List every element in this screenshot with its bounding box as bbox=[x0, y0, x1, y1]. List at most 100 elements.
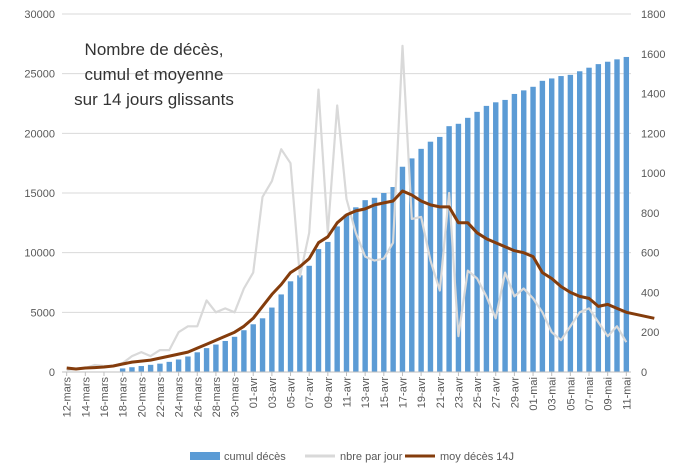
x-tick-13: 07-avr bbox=[304, 377, 316, 409]
bar-cumul-34 bbox=[381, 193, 387, 372]
legend-label-moy: moy décès 14J bbox=[440, 451, 514, 463]
bar-cumul-33 bbox=[371, 197, 378, 372]
right-tick-5: 1000 bbox=[641, 168, 665, 180]
bar-cumul-25 bbox=[297, 275, 303, 372]
x-tick-12: 05-avr bbox=[286, 377, 298, 409]
x-tick-27: 05-mai bbox=[565, 377, 577, 411]
bar-cumul-51 bbox=[539, 80, 546, 373]
bar-cumul-7 bbox=[129, 367, 135, 372]
bar-cumul-58 bbox=[604, 61, 611, 372]
x-tick-26: 03-mai bbox=[547, 377, 559, 411]
chart-title: Nombre de décès, cumul et moyenne sur 14… bbox=[74, 40, 234, 109]
right-tick-0: 0 bbox=[641, 367, 647, 379]
bar-series-cumul bbox=[119, 56, 630, 373]
bar-cumul-17 bbox=[222, 340, 228, 372]
chart-title-line-3: sur 14 jours glissants bbox=[74, 90, 234, 109]
x-tick-14: 09-avr bbox=[323, 377, 335, 409]
x-axis-ticks: 12-mars 14-mars 16-mars 18-mars 20-mars 22-ma… bbox=[62, 372, 633, 418]
x-tick-8: 28-mars bbox=[211, 377, 223, 418]
bar-cumul-40 bbox=[437, 136, 443, 372]
left-tick-1: 5000 bbox=[31, 307, 55, 319]
x-tick-1: 14-mars bbox=[80, 377, 92, 418]
bar-cumul-54 bbox=[567, 74, 574, 373]
bar-cumul-53 bbox=[558, 76, 564, 372]
chart-title-line-2: cumul et moyenne bbox=[85, 65, 224, 84]
chart-title-line-1: Nombre de décès, bbox=[85, 40, 224, 59]
right-tick-6: 1200 bbox=[641, 128, 665, 140]
bar-cumul-50 bbox=[530, 86, 536, 372]
bar-cumul-57 bbox=[595, 64, 602, 373]
x-tick-2: 16-mars bbox=[99, 377, 111, 418]
bar-cumul-22 bbox=[269, 307, 275, 372]
left-tick-0: 0 bbox=[49, 367, 55, 379]
bar-cumul-24 bbox=[287, 281, 294, 372]
x-tick-22: 25-avr bbox=[472, 377, 484, 409]
legend-label-par-jour: nbre par jour bbox=[340, 451, 403, 463]
bar-cumul-13 bbox=[185, 356, 191, 372]
bar-cumul-36 bbox=[399, 166, 406, 372]
bar-cumul-18 bbox=[231, 336, 238, 372]
left-tick-3: 15000 bbox=[24, 188, 55, 200]
bar-cumul-47 bbox=[502, 99, 508, 373]
x-tick-9: 30-mars bbox=[230, 377, 242, 418]
bar-cumul-41 bbox=[446, 126, 452, 372]
right-tick-9: 1800 bbox=[641, 9, 665, 21]
left-tick-4: 20000 bbox=[24, 128, 55, 140]
bar-cumul-42 bbox=[455, 123, 462, 372]
x-tick-17: 15-avr bbox=[379, 377, 391, 409]
line-series bbox=[66, 44, 655, 372]
bar-cumul-14 bbox=[194, 352, 200, 372]
right-tick-4: 800 bbox=[641, 208, 659, 220]
x-tick-4: 20-mars bbox=[136, 377, 148, 418]
bar-cumul-49 bbox=[521, 90, 527, 372]
bar-cumul-59 bbox=[614, 59, 620, 372]
bar-cumul-21 bbox=[259, 318, 266, 372]
line-moy-14j bbox=[66, 189, 655, 371]
left-axis-ticks: 0 5000 10000 15000 20000 25000 30000 bbox=[24, 9, 55, 379]
bar-cumul-38 bbox=[418, 148, 424, 372]
x-tick-29: 09-mai bbox=[603, 377, 615, 411]
x-tick-23: 27-avr bbox=[491, 377, 503, 409]
left-tick-6: 30000 bbox=[24, 9, 55, 21]
bar-cumul-6 bbox=[119, 368, 126, 372]
x-tick-28: 07-mai bbox=[584, 377, 596, 411]
x-tick-0: 12-mars bbox=[62, 377, 74, 418]
bar-cumul-46 bbox=[493, 102, 499, 372]
bar-cumul-55 bbox=[576, 71, 583, 372]
bar-cumul-35 bbox=[390, 187, 396, 372]
x-tick-3: 18-mars bbox=[118, 377, 130, 418]
bar-cumul-15 bbox=[203, 348, 210, 372]
x-tick-19: 19-avr bbox=[416, 377, 428, 409]
x-tick-10: 01-avr bbox=[248, 377, 260, 409]
bar-cumul-23 bbox=[278, 294, 284, 372]
bar-cumul-12 bbox=[175, 359, 182, 372]
legend-swatch-cumul bbox=[190, 452, 220, 460]
x-tick-16: 13-avr bbox=[360, 377, 372, 409]
left-tick-5: 25000 bbox=[24, 69, 55, 81]
right-axis-ticks: 0 200 400 600 800 1000 1200 1400 1600 1800 bbox=[641, 9, 665, 379]
right-tick-8: 1600 bbox=[641, 49, 665, 61]
bar-cumul-8 bbox=[138, 366, 144, 372]
bar-cumul-43 bbox=[465, 117, 471, 372]
bar-cumul-44 bbox=[474, 111, 480, 372]
bar-cumul-48 bbox=[511, 93, 518, 372]
right-tick-3: 600 bbox=[641, 248, 659, 260]
right-tick-7: 1400 bbox=[641, 89, 665, 101]
x-tick-15: 11-avr bbox=[342, 377, 354, 408]
bar-cumul-31 bbox=[353, 207, 359, 372]
bar-cumul-16 bbox=[213, 344, 219, 372]
line-par-jour bbox=[66, 44, 628, 372]
x-tick-5: 22-mars bbox=[155, 377, 167, 418]
x-tick-30: 11-mai bbox=[621, 377, 633, 410]
x-tick-6: 24-mars bbox=[174, 377, 186, 418]
right-tick-2: 400 bbox=[641, 287, 659, 299]
bar-cumul-26 bbox=[306, 265, 312, 372]
bar-cumul-28 bbox=[325, 241, 331, 372]
bar-cumul-27 bbox=[315, 249, 322, 372]
x-tick-11: 03-avr bbox=[267, 377, 279, 409]
bar-cumul-29 bbox=[334, 226, 340, 372]
bar-cumul-52 bbox=[549, 78, 555, 372]
x-tick-18: 17-avr bbox=[397, 377, 409, 409]
